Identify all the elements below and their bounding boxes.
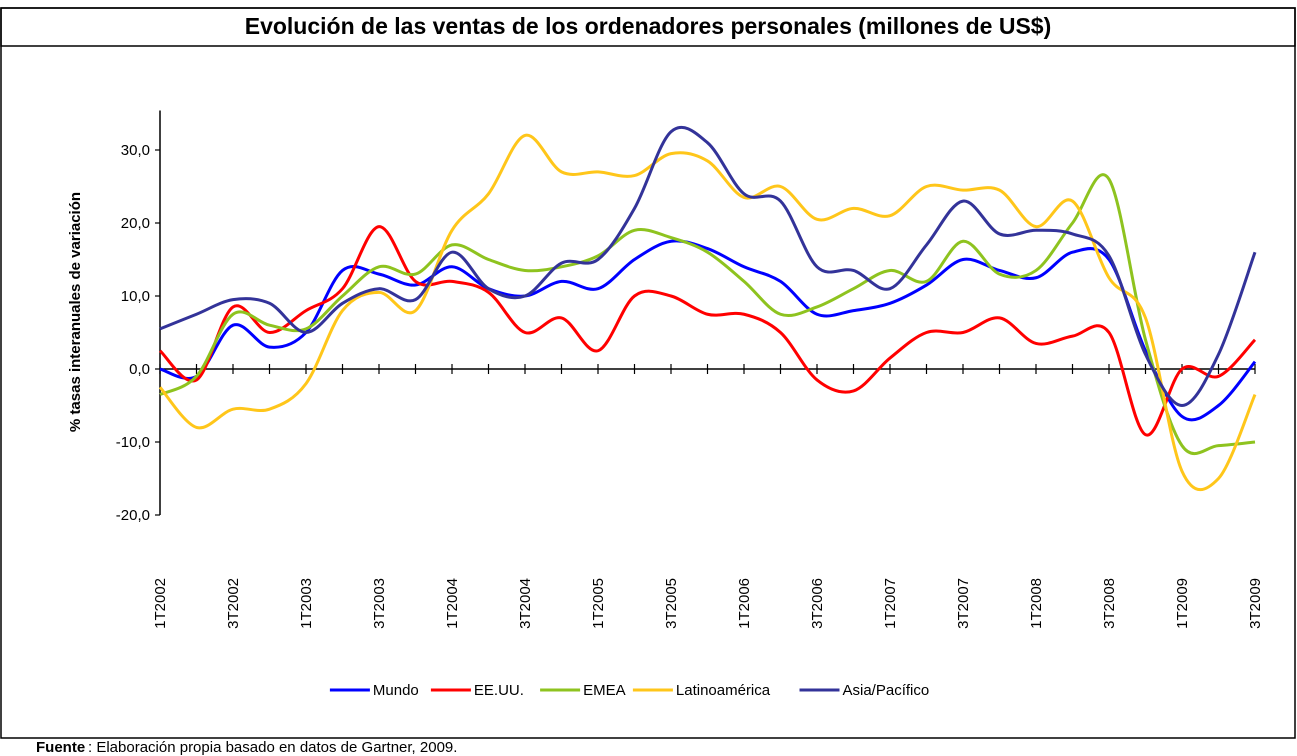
- title-bar: [0, 7, 1296, 47]
- source-label: Fuente: [36, 739, 85, 756]
- y-tick-label: -20,0: [116, 507, 150, 524]
- x-tick-label: 1T2008: [1028, 578, 1045, 629]
- legend-label: Mundo: [373, 682, 419, 699]
- y-tick-label: 10,0: [121, 288, 150, 305]
- chart-title: Evolución de las ventas de los ordenador…: [245, 13, 1052, 39]
- source-text: : Elaboración propia basado en datos de …: [88, 739, 457, 756]
- x-tick-label: 1T2007: [882, 578, 899, 629]
- y-axis-label: % tasas interanuales de variación: [67, 192, 84, 432]
- x-tick-label: 3T2006: [809, 578, 826, 629]
- x-tick-label: 3T2002: [225, 578, 242, 629]
- y-tick-label: 20,0: [121, 215, 150, 232]
- x-tick-label: 1T2006: [736, 578, 753, 629]
- y-tick-label: 0,0: [129, 361, 150, 378]
- x-tick-label: 1T2009: [1174, 578, 1191, 629]
- series-line: [159, 125, 1257, 407]
- legend-label: EE.UU.: [474, 682, 524, 699]
- series-line: [159, 239, 1257, 422]
- y-tick-label: 30,0: [121, 142, 150, 159]
- legend-label: EMEA: [583, 682, 626, 699]
- x-tick-label: 1T2005: [590, 578, 607, 629]
- legend-label: Latinoamérica: [676, 682, 771, 699]
- x-tick-label: 3T2004: [517, 578, 534, 629]
- x-tick-label: 3T2007: [955, 578, 972, 629]
- x-tick-label: 1T2003: [298, 578, 315, 629]
- x-tick-label: 3T2008: [1101, 578, 1118, 629]
- x-tick-label: 3T2005: [663, 578, 680, 629]
- x-tick-label: 1T2002: [152, 578, 169, 629]
- series-line: [158, 133, 1257, 492]
- series-line: [159, 173, 1256, 456]
- x-tick-label: 3T2003: [371, 578, 388, 629]
- x-tick-label: 1T2004: [444, 578, 461, 629]
- series-line: [158, 225, 1257, 437]
- legend-label: Asia/Pacífico: [843, 682, 930, 699]
- y-tick-label: -10,0: [116, 434, 150, 451]
- x-tick-label: 3T2009: [1247, 578, 1264, 629]
